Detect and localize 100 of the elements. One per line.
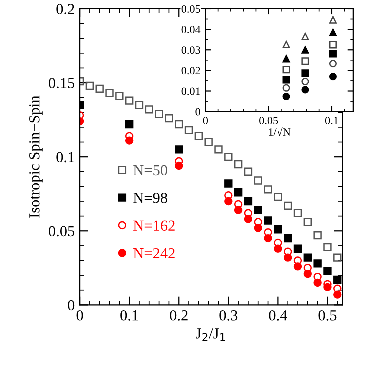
point [125,120,134,129]
legend-label: N=98 [134,193,168,204]
point [214,146,223,154]
x-tick-label: 0 [76,310,84,321]
x-tick-label: 0.4 [269,310,288,321]
point [282,41,290,49]
point [302,86,310,94]
point [204,138,213,146]
point [224,197,233,206]
point [304,270,312,278]
point [294,209,302,218]
point [264,186,272,194]
x-axis-title: 1/√N [269,127,291,136]
point [314,272,322,282]
point [329,73,337,81]
point [274,192,282,202]
point [334,284,342,293]
point [135,101,144,110]
point [302,46,310,54]
x-tick-label: 0.5 [318,310,337,321]
legend-label: N=242 [134,248,175,259]
x-tick-label: 0.2 [170,310,188,321]
x-tick-label: 0.1 [325,117,338,125]
point [244,168,253,176]
legend-label: N=162 [134,220,175,232]
point [304,218,312,226]
point [224,191,233,200]
point [155,110,164,118]
point [302,32,310,40]
y-tick-label: 0.03 [182,46,200,54]
point [264,234,272,243]
point [234,206,243,214]
point [184,126,194,135]
point [284,234,292,243]
y-tick-label: 0.04 [182,26,201,34]
point [282,66,290,74]
point [284,254,292,262]
y-tick-label: 0.15 [49,78,75,89]
point [165,114,174,123]
point [282,76,290,84]
y-tick-label: 0.01 [182,88,200,96]
x-tick-label: 0.1 [120,310,138,321]
point [304,254,312,262]
y-tick-label: 0.2 [56,4,74,14]
point [324,283,332,292]
point [324,243,332,252]
point [224,152,233,162]
y-tick-label: 0.05 [49,226,75,237]
point [302,70,310,78]
y-tick-label: 0.02 [182,67,200,75]
point [302,78,310,86]
point [145,106,154,114]
point [175,120,184,129]
point [175,146,184,154]
point [324,267,332,276]
point [284,248,292,256]
x-tick-label: 0.3 [220,310,238,321]
point [314,231,322,240]
legend-label: N=50 [134,165,168,176]
point [264,216,272,225]
y-tick-label: 0.1 [56,152,74,163]
point [334,290,342,299]
point [224,180,233,188]
point [234,188,243,197]
point [284,202,292,210]
point [254,224,262,232]
point [329,60,337,68]
point [254,176,262,185]
y-axis-title: Isotropic Spin−Spin [30,96,43,218]
point [329,16,337,24]
point [125,96,134,105]
point [274,226,282,234]
point [314,260,322,268]
y-tick-label: 0.05 [182,5,200,13]
point [334,276,342,284]
point [304,264,312,272]
point [194,132,204,140]
point [234,160,243,169]
point [106,89,114,98]
point [302,58,310,66]
point [334,254,342,262]
point [294,244,302,253]
point [254,206,262,214]
x-tick-label: 0 [203,117,208,125]
point [294,256,302,265]
point [254,218,262,226]
point [294,262,302,271]
point [329,50,337,58]
point [274,244,282,253]
point [86,82,94,90]
point [125,136,134,145]
point [329,28,337,36]
point [314,278,322,288]
y-tick-label: 0 [68,300,75,311]
point [175,162,184,170]
point [282,55,290,63]
point [282,93,290,101]
x-axis-title: J$_{2}$/J$_{1}$ [196,328,226,342]
point [244,215,253,224]
y-tick-label: 0 [196,108,200,116]
